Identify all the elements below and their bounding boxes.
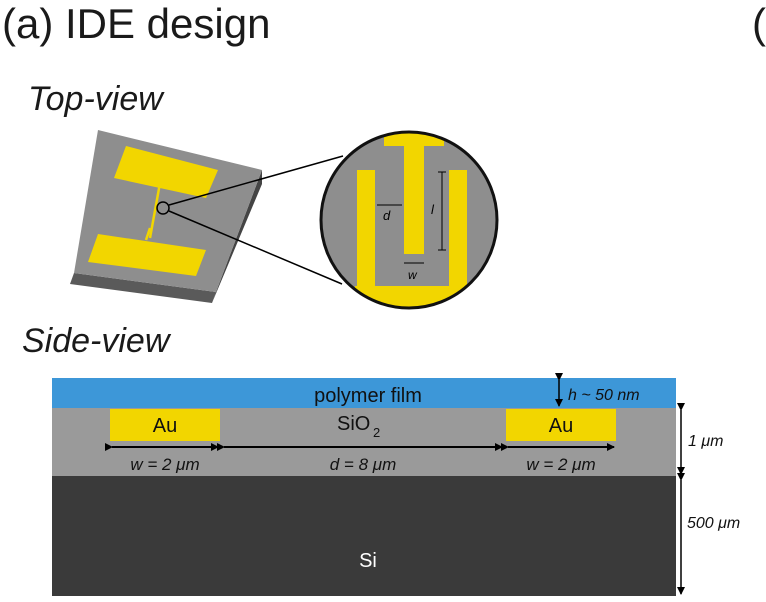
silicon-substrate: [52, 476, 676, 596]
side-view-heading: Side-view: [22, 322, 170, 360]
polymer-film-label: polymer film: [314, 385, 422, 407]
bottom-electrode-pad: [88, 234, 206, 276]
gap-label: d: [383, 208, 391, 223]
panel-title: (a) IDE design: [2, 0, 271, 47]
substrate-label: Si: [359, 550, 377, 572]
oxide-thickness-label: 1 μm: [688, 433, 723, 450]
electrode-width-left-label: w = 2 μm: [130, 455, 199, 474]
chip-top-view: [70, 130, 344, 303]
oxide-label: SiO: [337, 413, 370, 435]
top-view-heading: Top-view: [28, 80, 163, 118]
zoom-origin-circle: [156, 201, 170, 215]
width-label: w: [408, 268, 418, 282]
next-panel-fragment: (: [752, 0, 766, 47]
electrode-left-label: Au: [153, 415, 177, 437]
zoom-circle: d l w: [319, 130, 499, 310]
chip-side-edge: [212, 170, 262, 303]
electrode-left: [110, 409, 220, 441]
top-lead: [148, 182, 162, 239]
chip-front-edge: [70, 273, 216, 303]
zoom-line-lower: [168, 210, 343, 285]
polymer-film-layer: [52, 378, 676, 408]
gap-width-label: d = 8 μm: [330, 455, 396, 474]
finger-right: [449, 170, 467, 308]
finger-center: [404, 132, 424, 254]
top-electrode-pad: [114, 146, 218, 198]
oxide-subscript: 2: [373, 425, 380, 440]
length-label: l: [431, 202, 435, 217]
polymer-thickness-label: h ~ 50 nm: [568, 387, 640, 404]
electrode-width-right-label: w = 2 μm: [526, 455, 595, 474]
finger-left: [357, 170, 375, 308]
zoom-line-upper: [168, 155, 344, 206]
substrate-thickness-label: 500 μm: [687, 515, 740, 532]
side-view-cross-section: polymer film Au Au SiO 2 Si w = 2 μm d =…: [52, 373, 740, 596]
zoom-border: [319, 130, 499, 310]
electrode-right-label: Au: [549, 415, 573, 437]
bottom-lead: [144, 227, 152, 241]
electrode-right: [506, 409, 616, 441]
